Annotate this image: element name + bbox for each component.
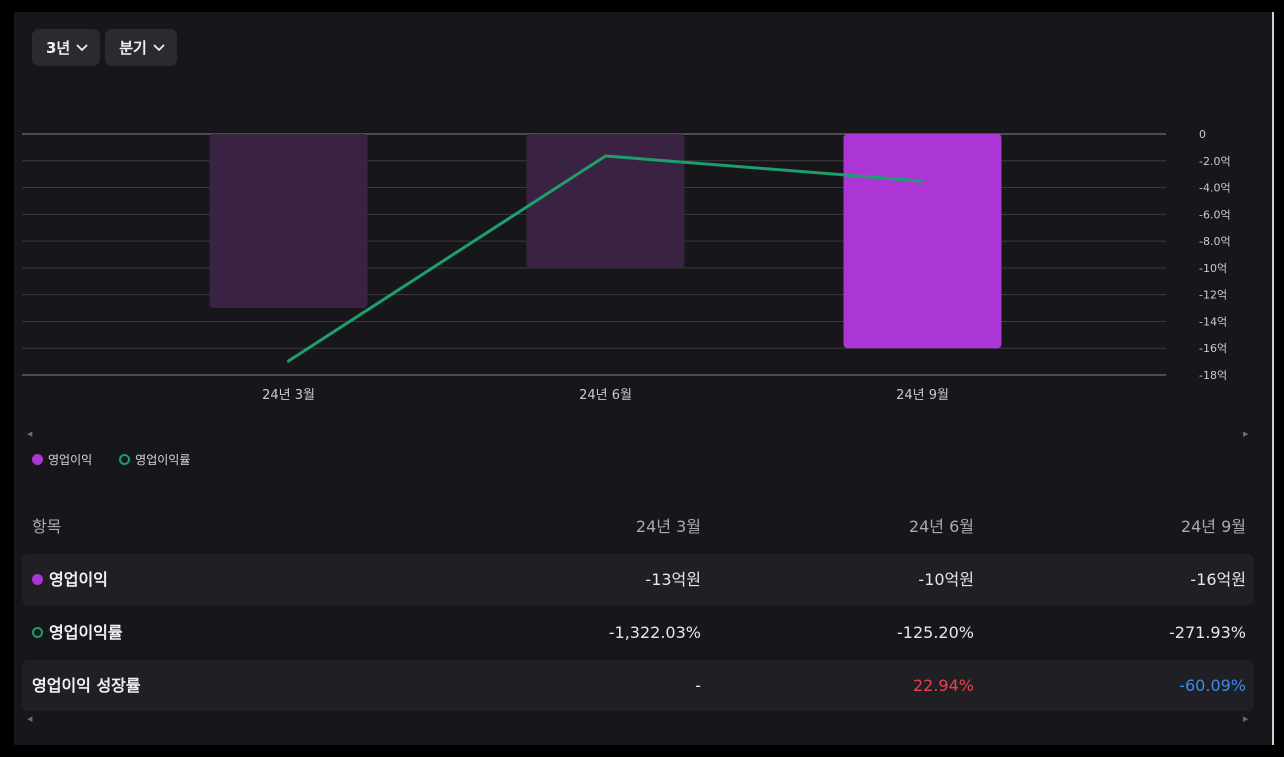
table-cell: -125.20% (897, 623, 974, 642)
row-label: 영업이익 성장률 (32, 660, 141, 711)
interval-dropdown-label: 분기 (119, 39, 147, 57)
chart-scroll-right-icon[interactable]: ▶ (1243, 430, 1249, 438)
table-scroll-left-icon[interactable]: ◀ (27, 715, 33, 723)
operating-profit-chart: 0 -2.0억 -4.0억 -6.0억 -8.0억 -10억 -12억 -14억 -16억 -18… (22, 128, 1231, 403)
y-tick-label: -12억 (1199, 289, 1227, 302)
legend-label: 영업이익률 (135, 453, 191, 467)
y-tick-label: -8.0억 (1199, 235, 1231, 248)
line-operating-margin (287, 154, 924, 363)
table-cell: -13억원 (645, 570, 701, 589)
filled-dot-icon (32, 454, 43, 465)
x-tick-label: 24년 3월 (262, 388, 315, 403)
row-label-text: 영업이익 (49, 570, 108, 589)
ring-dot-icon (32, 627, 43, 638)
y-tick-label: -10억 (1199, 262, 1227, 275)
period-dropdown-label: 3년 (46, 39, 71, 57)
table-header-item: 항목 (32, 517, 62, 536)
x-tick-label: 24년 6월 (579, 388, 632, 403)
chart-legend: 영업이익 영업이익률 (32, 451, 190, 468)
bar-operating-profit (843, 134, 1002, 349)
y-tick-label: 0 (1199, 128, 1206, 141)
table-cell-positive: 22.94% (912, 676, 974, 695)
table-cell: -10억원 (918, 570, 974, 589)
row-label-text: 영업이익 성장률 (32, 676, 141, 695)
table-header-col: 24년 3월 (635, 517, 701, 536)
y-tick-label: -16억 (1199, 342, 1227, 355)
y-tick-label: -2.0억 (1199, 155, 1231, 168)
table-cell: - (695, 676, 701, 695)
table-cell: -16억원 (1190, 570, 1246, 589)
operating-profit-panel: 3년 분기 0 -2.0억 -4.0억 -6.0억 -8.0억 -10억 -12억 -14억 -… (14, 12, 1272, 745)
table-row-growth-rate: 영업이익 성장률 - 22.94% -60.09% (22, 660, 1254, 711)
table-cell: -1,322.03% (608, 623, 701, 642)
legend-label: 영업이익 (48, 453, 93, 467)
legend-item-operating-margin[interactable]: 영업이익률 (119, 451, 190, 468)
window-edge (1272, 12, 1274, 745)
table-header-col: 24년 9월 (1180, 517, 1246, 536)
row-label: 영업이익률 (32, 607, 123, 658)
filled-dot-icon (32, 574, 43, 585)
y-tick-label: -4.0억 (1199, 182, 1231, 195)
chart-scroll-left-icon[interactable]: ◀ (27, 430, 33, 438)
row-label: 영업이익 (32, 554, 108, 605)
table-row-operating-profit: 영업이익 -13억원 -10억원 -16억원 (22, 554, 1254, 605)
ring-dot-icon (119, 454, 131, 465)
y-tick-label: -14억 (1199, 315, 1227, 328)
table-header-row: 항목 24년 3월 24년 6월 24년 9월 (22, 501, 1254, 552)
table-cell-negative: -60.09% (1179, 676, 1246, 695)
table-cell: -271.93% (1169, 623, 1246, 642)
legend-item-operating-profit[interactable]: 영업이익 (32, 451, 92, 468)
interval-dropdown[interactable]: 분기 (105, 29, 177, 66)
chevron-down-icon (153, 44, 165, 51)
bar-operating-profit (526, 134, 685, 268)
toolbar: 3년 분기 (32, 29, 177, 66)
row-label-text: 영업이익률 (49, 623, 123, 642)
data-table: 항목 24년 3월 24년 6월 24년 9월 영업이익 -13억원 -10억원… (22, 501, 1254, 713)
bar-operating-profit (209, 134, 368, 309)
table-row-operating-margin: 영업이익률 -1,322.03% -125.20% -271.93% (22, 607, 1254, 658)
table-scroll-right-icon[interactable]: ▶ (1243, 715, 1249, 723)
y-tick-label: -6.0억 (1199, 208, 1231, 221)
y-tick-label: -18억 (1199, 369, 1227, 382)
table-header-col: 24년 6월 (908, 517, 974, 536)
period-dropdown[interactable]: 3년 (32, 29, 101, 66)
chevron-down-icon (76, 44, 88, 51)
x-tick-label: 24년 9월 (896, 388, 949, 403)
